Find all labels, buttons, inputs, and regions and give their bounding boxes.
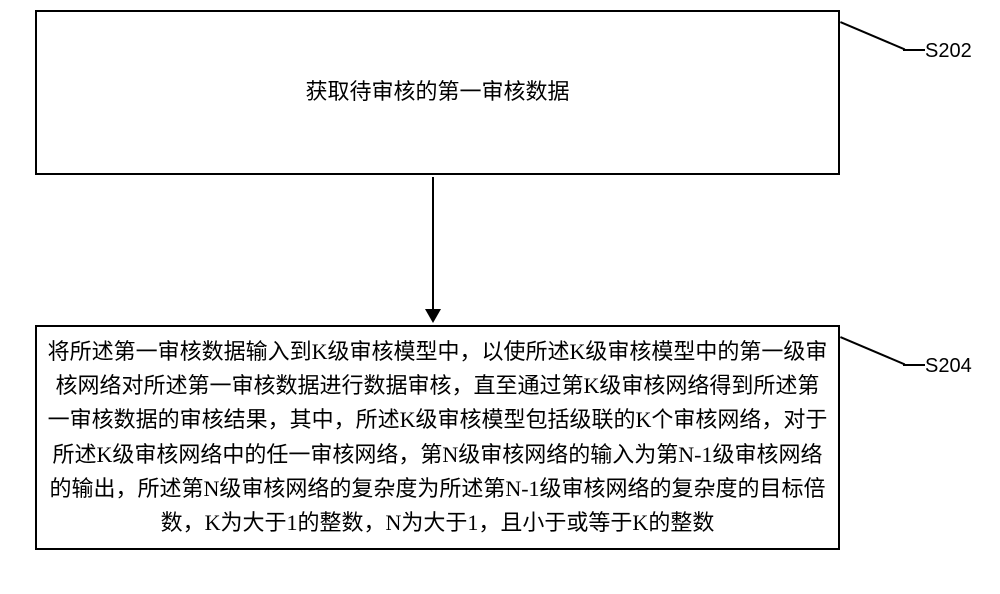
label-s204: S204 [925,355,972,378]
flow-step-1-text: 获取待审核的第一审核数据 [37,71,838,113]
flow-step-2-text: 将所述第一审核数据输入到K级审核模型中，以使所述K级审核模型中的第一级审核网络对… [37,331,838,544]
callout-1-diag [840,21,905,50]
flowchart-canvas: 获取待审核的第一审核数据 将所述第一审核数据输入到K级审核模型中，以使所述K级审… [0,0,1000,594]
callout-1-horiz [903,49,925,51]
edge-step1-step2-arrow [425,309,441,323]
callout-2-horiz [903,364,925,366]
label-s202: S202 [925,40,972,63]
callout-2-diag [840,336,905,365]
flow-step-2: 将所述第一审核数据输入到K级审核模型中，以使所述K级审核模型中的第一级审核网络对… [35,325,840,550]
edge-step1-step2 [432,177,434,309]
flow-step-1: 获取待审核的第一审核数据 [35,10,840,175]
